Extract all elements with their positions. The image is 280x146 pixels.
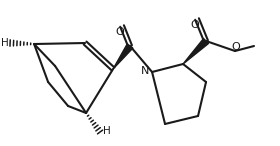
Text: O: O	[116, 27, 124, 37]
Polygon shape	[183, 39, 209, 64]
Text: N: N	[141, 66, 149, 76]
Polygon shape	[113, 44, 133, 69]
Text: O: O	[191, 20, 199, 30]
Text: H: H	[103, 126, 111, 136]
Text: H: H	[1, 38, 9, 48]
Text: O: O	[232, 42, 241, 52]
